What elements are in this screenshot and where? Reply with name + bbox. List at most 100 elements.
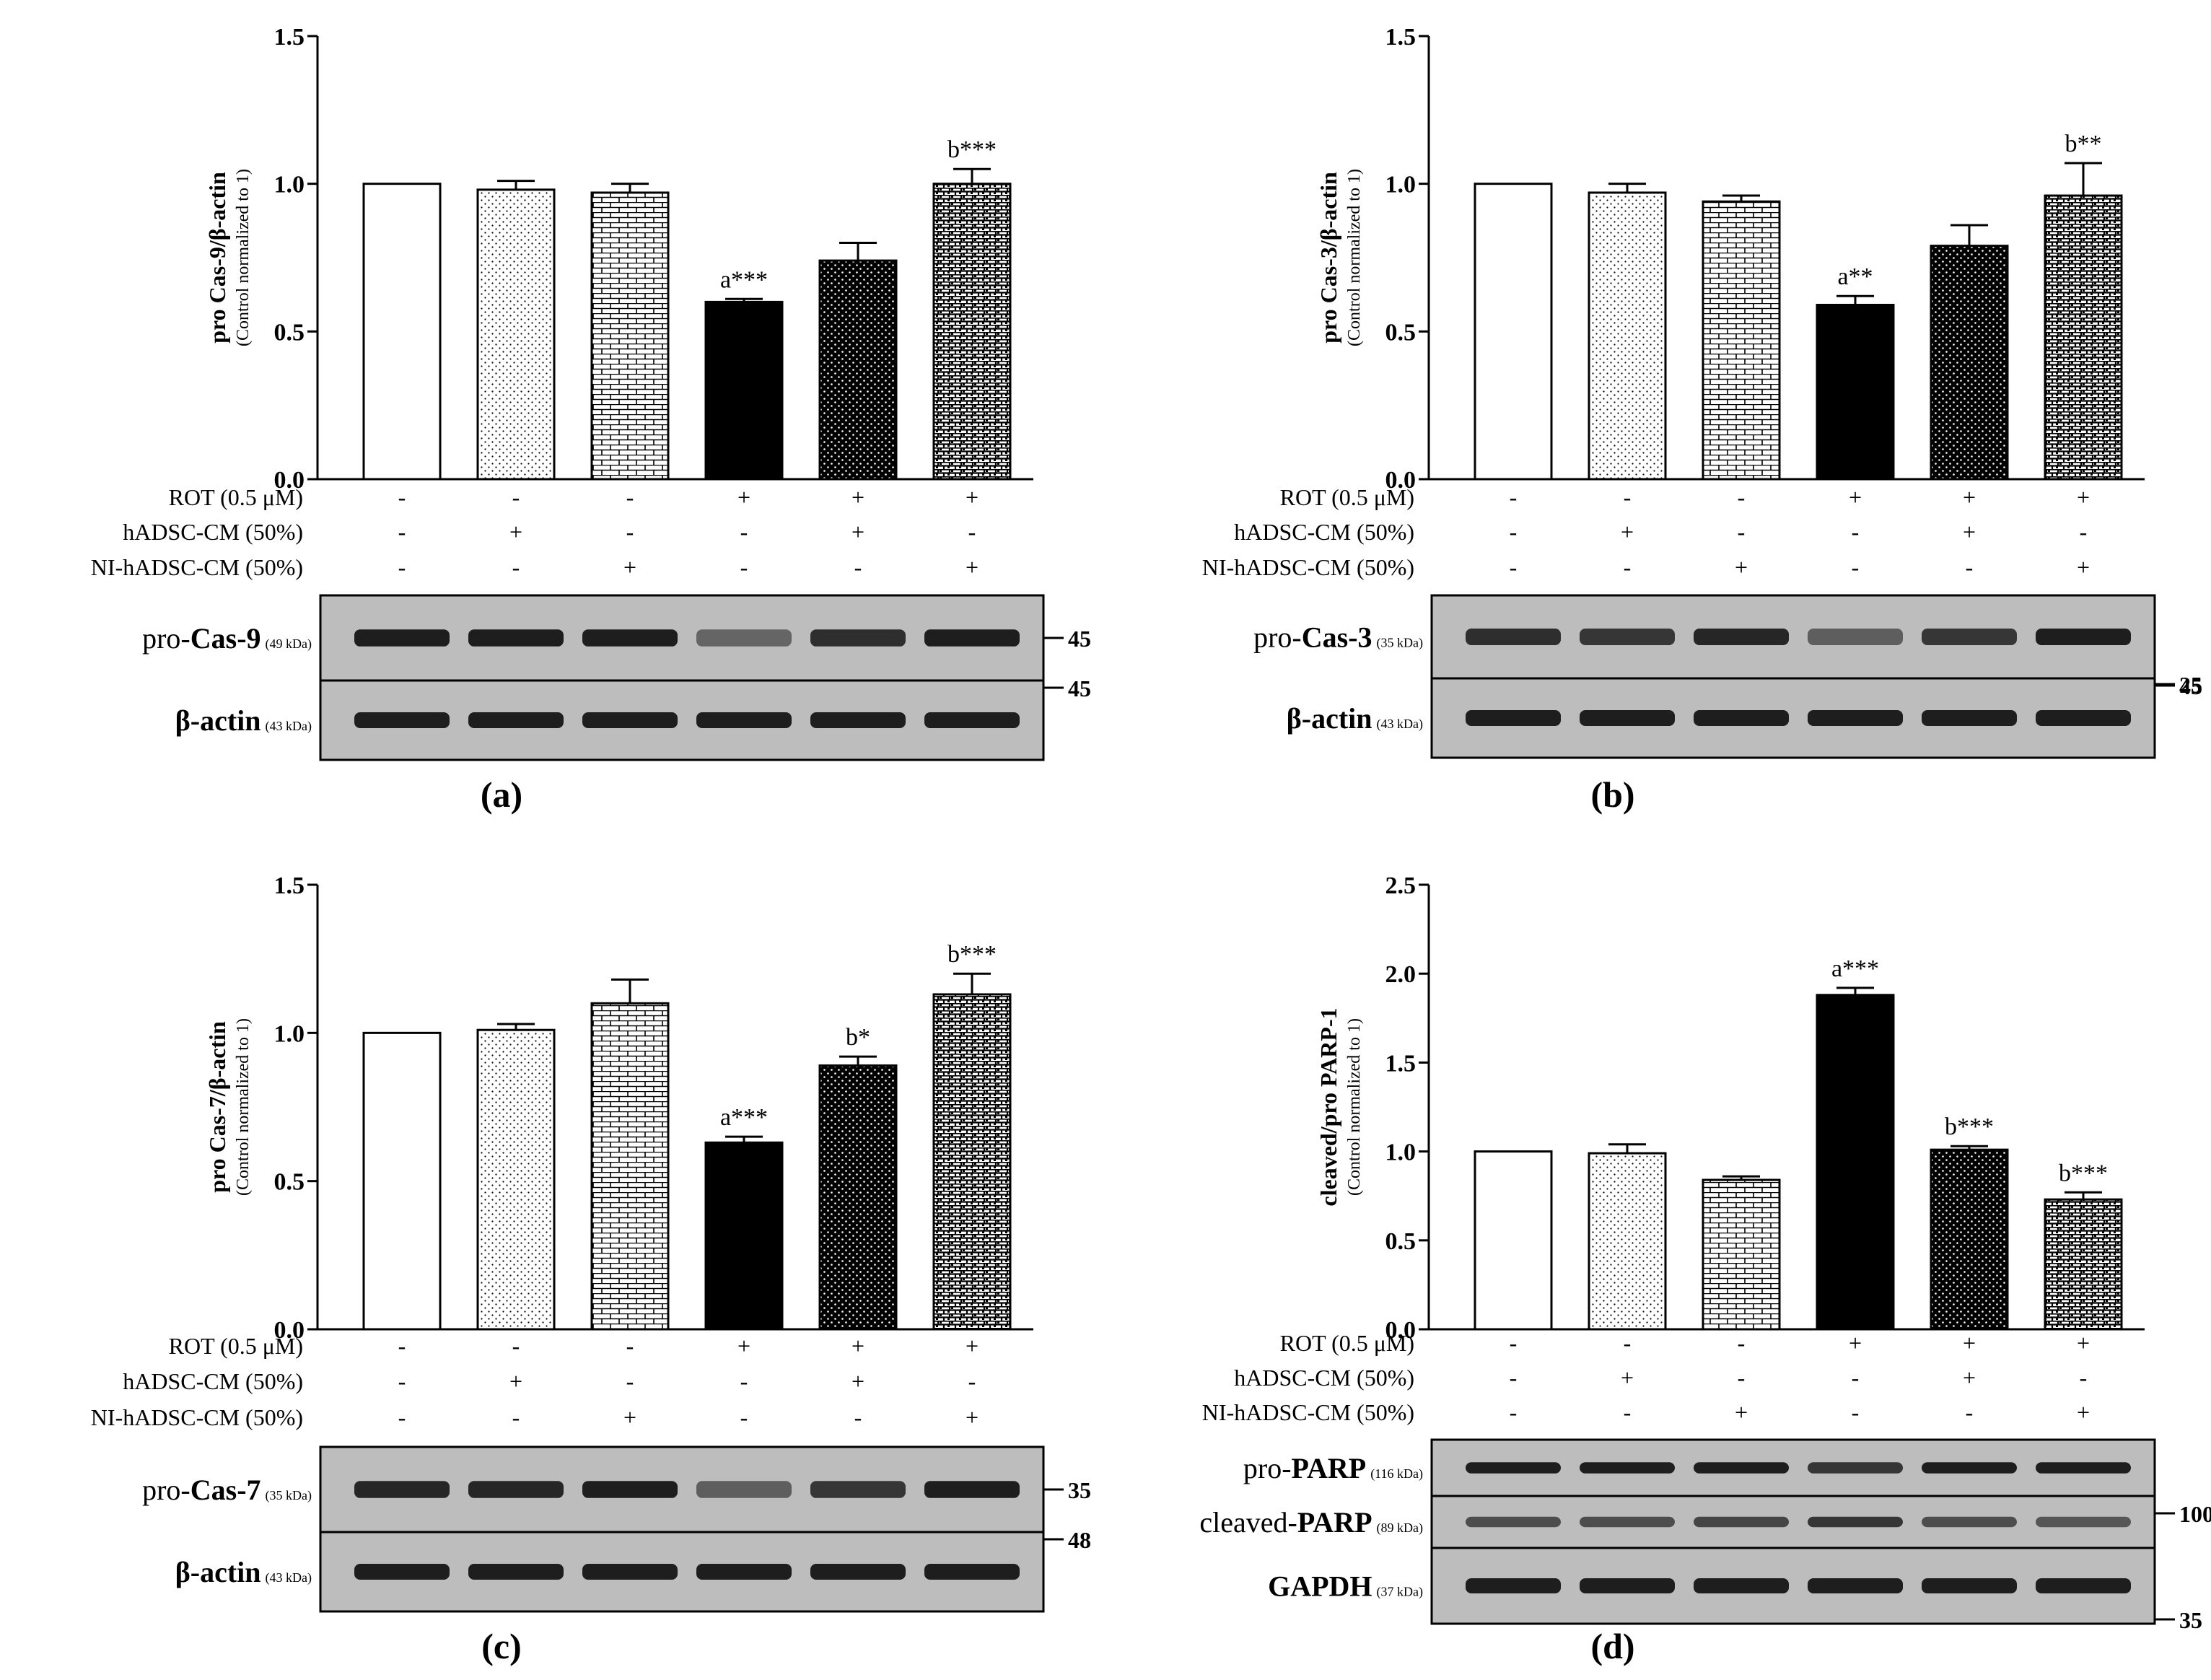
blot-band	[1466, 1516, 1561, 1528]
treatment-sign: -	[1624, 1330, 1632, 1356]
y-axis-label: pro Cas-7/β-actin	[204, 1021, 230, 1193]
treatment-sign: -	[626, 1368, 634, 1394]
treatment-sign: +	[1849, 1330, 1862, 1356]
treatment-label: hADSC-CM (50%)	[1234, 519, 1414, 545]
blot-row-label: β-actin (43 kDa)	[1287, 702, 1423, 735]
panel-d: 0.0 0.5 1.0 1.5 2.0 2.5 cleaved/pro PARP-1 (Con…	[1199, 872, 2211, 1666]
bar-4	[1816, 994, 1895, 1331]
treatment-sign: -	[740, 519, 748, 545]
bar-4	[704, 300, 784, 481]
significance-label: b***	[2059, 1160, 2108, 1186]
treatment-sign: +	[2077, 1399, 2090, 1425]
y-axis-label-group: pro Cas-7/β-actin (Control normalized to …	[204, 1018, 253, 1196]
treatment-sign: +	[2077, 554, 2090, 580]
treatment-label: hADSC-CM (50%)	[123, 1368, 303, 1394]
significance-label: a***	[720, 1104, 768, 1131]
blot-band	[2036, 710, 2131, 726]
treatment-sign: -	[740, 1404, 748, 1430]
mw-marker-label: 45	[1068, 626, 1091, 652]
treatment-sign: -	[398, 519, 406, 545]
bar-5	[818, 1064, 898, 1331]
blot-row-kda: (43 kDa)	[266, 719, 312, 734]
blot-row-protein: β-actin	[175, 704, 261, 737]
blot-row-label: pro-Cas-3 (35 kDa)	[1253, 621, 1423, 654]
blot-row-kda: (43 kDa)	[266, 1570, 312, 1585]
blot-row-prefix: pro-	[142, 1474, 191, 1506]
treatment-sign: +	[623, 554, 636, 580]
y-tick-label: 0.5	[1385, 1228, 1417, 1255]
panel-label: (d)	[1590, 1626, 1634, 1666]
y-tick-label: 0.0	[274, 467, 305, 494]
blot-band	[810, 1481, 906, 1498]
y-tick-label: 1.5	[1385, 1050, 1417, 1077]
treatment-sign: -	[1510, 1399, 1518, 1425]
treatment-label: NI-hADSC-CM (50%)	[91, 1404, 303, 1430]
blot-band	[1466, 1578, 1561, 1593]
significance-label: b***	[947, 941, 997, 968]
y-tick-label: 2.0	[1385, 961, 1417, 988]
blot-band	[582, 629, 678, 647]
blot-band	[582, 1481, 678, 1498]
y-tick-label: 0.0	[1385, 467, 1417, 494]
blot-row-kda: (37 kDa)	[1377, 1585, 1423, 1600]
blot-row-kda: (35 kDa)	[266, 1488, 312, 1503]
blot-band	[1580, 710, 1675, 726]
treatment-sign: +	[2077, 484, 2090, 510]
y-axis-label: cleaved/pro PARP-1	[1315, 1007, 1341, 1206]
treatment-label: ROT (0.5 μM)	[169, 484, 303, 510]
mw-marker-label: 35	[2179, 1607, 2202, 1633]
treatment-sign: -	[512, 1333, 520, 1359]
panel-c: 0.0 0.5 1.0 1.5 pro Cas-7/β-actin (Control no…	[91, 872, 1091, 1666]
y-tick-label: 1.0	[1385, 172, 1417, 198]
treatment-sign: +	[509, 1368, 522, 1394]
treatment-label: hADSC-CM (50%)	[123, 519, 303, 545]
treatment-label: NI-hADSC-CM (50%)	[1202, 554, 1414, 580]
blot-band	[810, 712, 906, 728]
blot-row-prefix: pro-	[142, 622, 191, 655]
blot-band	[924, 1564, 1020, 1580]
y-tick-label: 0.0	[1385, 1317, 1417, 1344]
treatment-sign: -	[1738, 484, 1746, 510]
treatment-sign: +	[1963, 1330, 1976, 1356]
bar-3	[590, 1002, 670, 1331]
bar-3	[1702, 1178, 1781, 1331]
treatment-label: ROT (0.5 μM)	[1280, 484, 1414, 510]
blot-row-protein: Cas-3	[1302, 621, 1372, 654]
blot-band	[1580, 1516, 1675, 1528]
treatment-sign: -	[1966, 1399, 1974, 1425]
treatment-sign: +	[851, 484, 864, 510]
treatment-sign: +	[851, 1333, 864, 1359]
bar-6	[2044, 194, 2123, 481]
blot-band	[1808, 629, 1903, 645]
treatment-sign: -	[512, 484, 520, 510]
treatment-sign: -	[1510, 554, 1518, 580]
significance-label: b**	[2065, 131, 2102, 157]
bar-2	[1588, 1152, 1667, 1331]
treatment-sign: +	[623, 1404, 636, 1430]
blot-row-kda: (49 kDa)	[266, 636, 312, 652]
blot-band	[468, 712, 564, 728]
y-tick-label: 0.5	[1385, 319, 1417, 346]
treatment-sign: +	[1735, 1399, 1748, 1425]
treatment-sign: -	[1510, 484, 1518, 510]
bar-5	[1930, 1148, 2009, 1331]
y-tick-label: 1.5	[1385, 24, 1417, 51]
bar-1	[362, 1031, 442, 1331]
treatment-sign: -	[1624, 484, 1632, 510]
treatment-sign: -	[740, 1368, 748, 1394]
blot-band	[1922, 710, 2017, 726]
significance-label: a**	[1837, 263, 1873, 290]
bar-6	[932, 183, 1012, 481]
treatment-sign: -	[512, 554, 520, 580]
blot-band	[354, 1564, 450, 1580]
y-axis-sublabel: (Control normalized to 1)	[1345, 169, 1364, 346]
y-axis-label-group: cleaved/pro PARP-1 (Control normalized to…	[1315, 1007, 1364, 1206]
treatment-sign: -	[1510, 519, 1518, 545]
treatment-sign: -	[2080, 1365, 2088, 1391]
blot-band	[1694, 1516, 1789, 1528]
treatment-sign: -	[398, 484, 406, 510]
treatment-sign: -	[626, 1333, 634, 1359]
panel-b: 0.0 0.5 1.0 1.5 pro Cas-3/β-actin (Control no…	[1202, 24, 2202, 815]
bar-2	[476, 1028, 556, 1331]
treatment-sign: -	[626, 484, 634, 510]
